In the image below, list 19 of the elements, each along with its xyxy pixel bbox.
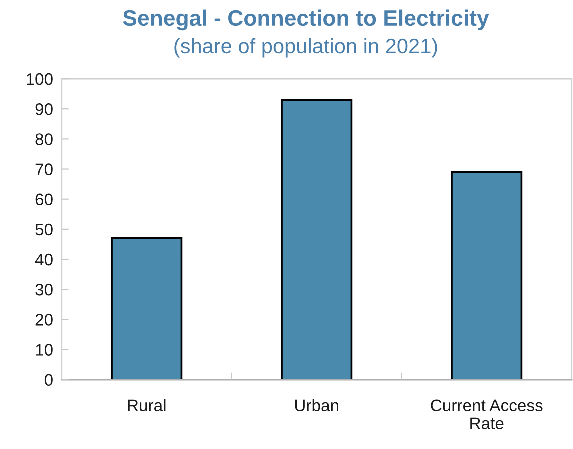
bar (281, 99, 353, 380)
y-tick-label: 40 (35, 254, 53, 266)
x-tick-label: Rural (128, 399, 166, 412)
y-tick-label: 90 (36, 104, 53, 116)
y-tick-label: 0 (44, 374, 53, 386)
x-tick-label: Urban (295, 399, 338, 412)
chart-title: Senegal - Connection to Electricity (123, 10, 490, 31)
x-tick-label: Current Access Rate (431, 400, 543, 430)
y-tick-label: 10 (36, 344, 53, 356)
bar (451, 171, 523, 380)
y-tick-label: 30 (36, 284, 53, 296)
y-tick-label: 60 (36, 194, 53, 206)
y-tick-label: 20 (36, 314, 53, 326)
bar (111, 238, 183, 380)
chart-subtitle: (share of population in 2021) (174, 38, 438, 58)
y-tick-label: 50 (36, 224, 53, 236)
y-tick-label: 100 (27, 73, 53, 86)
y-tick-label: 70 (36, 164, 53, 176)
y-tick-label: 80 (36, 134, 53, 146)
